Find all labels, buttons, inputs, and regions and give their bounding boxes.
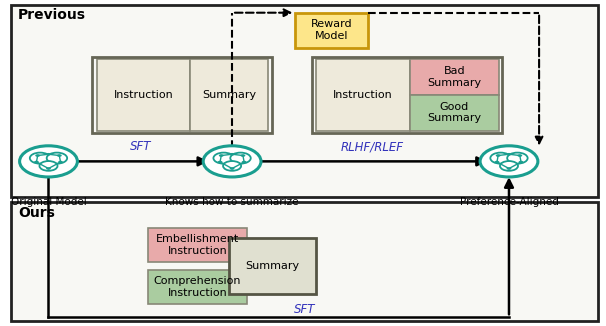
Text: Instruction: Instruction bbox=[113, 90, 173, 100]
Text: Reward
Model: Reward Model bbox=[311, 20, 352, 41]
Text: Comprehension
Instruction: Comprehension Instruction bbox=[154, 276, 241, 298]
FancyBboxPatch shape bbox=[316, 59, 410, 130]
FancyBboxPatch shape bbox=[148, 270, 247, 304]
FancyBboxPatch shape bbox=[148, 228, 247, 262]
Circle shape bbox=[57, 154, 62, 157]
Circle shape bbox=[203, 146, 261, 177]
Text: Summary: Summary bbox=[202, 90, 256, 100]
Circle shape bbox=[47, 153, 67, 164]
Circle shape bbox=[34, 161, 39, 163]
FancyBboxPatch shape bbox=[96, 59, 190, 130]
Text: Previous: Previous bbox=[18, 8, 86, 22]
Text: Preference-Aligned: Preference-Aligned bbox=[459, 197, 559, 207]
Circle shape bbox=[494, 161, 499, 163]
Text: Instruction: Instruction bbox=[333, 90, 393, 100]
Circle shape bbox=[230, 167, 235, 170]
Circle shape bbox=[58, 161, 63, 163]
Circle shape bbox=[46, 167, 51, 170]
Circle shape bbox=[490, 153, 511, 164]
Text: SFT: SFT bbox=[294, 303, 315, 316]
FancyBboxPatch shape bbox=[295, 13, 367, 48]
Circle shape bbox=[230, 153, 251, 164]
Circle shape bbox=[223, 161, 241, 171]
Text: Original Model: Original Model bbox=[11, 197, 87, 207]
FancyBboxPatch shape bbox=[410, 95, 499, 130]
FancyBboxPatch shape bbox=[10, 5, 598, 197]
Circle shape bbox=[507, 153, 511, 156]
Circle shape bbox=[507, 167, 511, 170]
FancyBboxPatch shape bbox=[410, 59, 499, 95]
FancyBboxPatch shape bbox=[229, 238, 316, 294]
FancyBboxPatch shape bbox=[10, 202, 598, 321]
Circle shape bbox=[19, 146, 78, 177]
Circle shape bbox=[241, 154, 245, 157]
Text: Ours: Ours bbox=[18, 206, 55, 220]
Circle shape bbox=[219, 154, 224, 157]
Circle shape bbox=[480, 146, 538, 177]
Circle shape bbox=[507, 153, 528, 164]
Circle shape bbox=[519, 161, 524, 163]
Text: SFT: SFT bbox=[130, 140, 152, 153]
Circle shape bbox=[242, 161, 247, 163]
Circle shape bbox=[213, 153, 234, 164]
Text: Knows how to summarize: Knows how to summarize bbox=[165, 197, 299, 207]
Circle shape bbox=[230, 153, 235, 156]
Circle shape bbox=[35, 154, 40, 157]
Text: Good
Summary: Good Summary bbox=[427, 102, 481, 124]
Text: Bad
Summary: Bad Summary bbox=[427, 66, 481, 88]
Circle shape bbox=[218, 161, 222, 163]
Text: Embellishment
Instruction: Embellishment Instruction bbox=[156, 234, 239, 256]
Circle shape bbox=[30, 153, 50, 164]
FancyBboxPatch shape bbox=[190, 59, 268, 130]
Circle shape bbox=[496, 154, 501, 157]
Text: RLHF/RLEF: RLHF/RLEF bbox=[340, 140, 403, 153]
Circle shape bbox=[518, 154, 522, 157]
Circle shape bbox=[500, 161, 518, 171]
Circle shape bbox=[46, 153, 51, 156]
Circle shape bbox=[39, 161, 58, 171]
Text: Summary: Summary bbox=[245, 261, 300, 271]
